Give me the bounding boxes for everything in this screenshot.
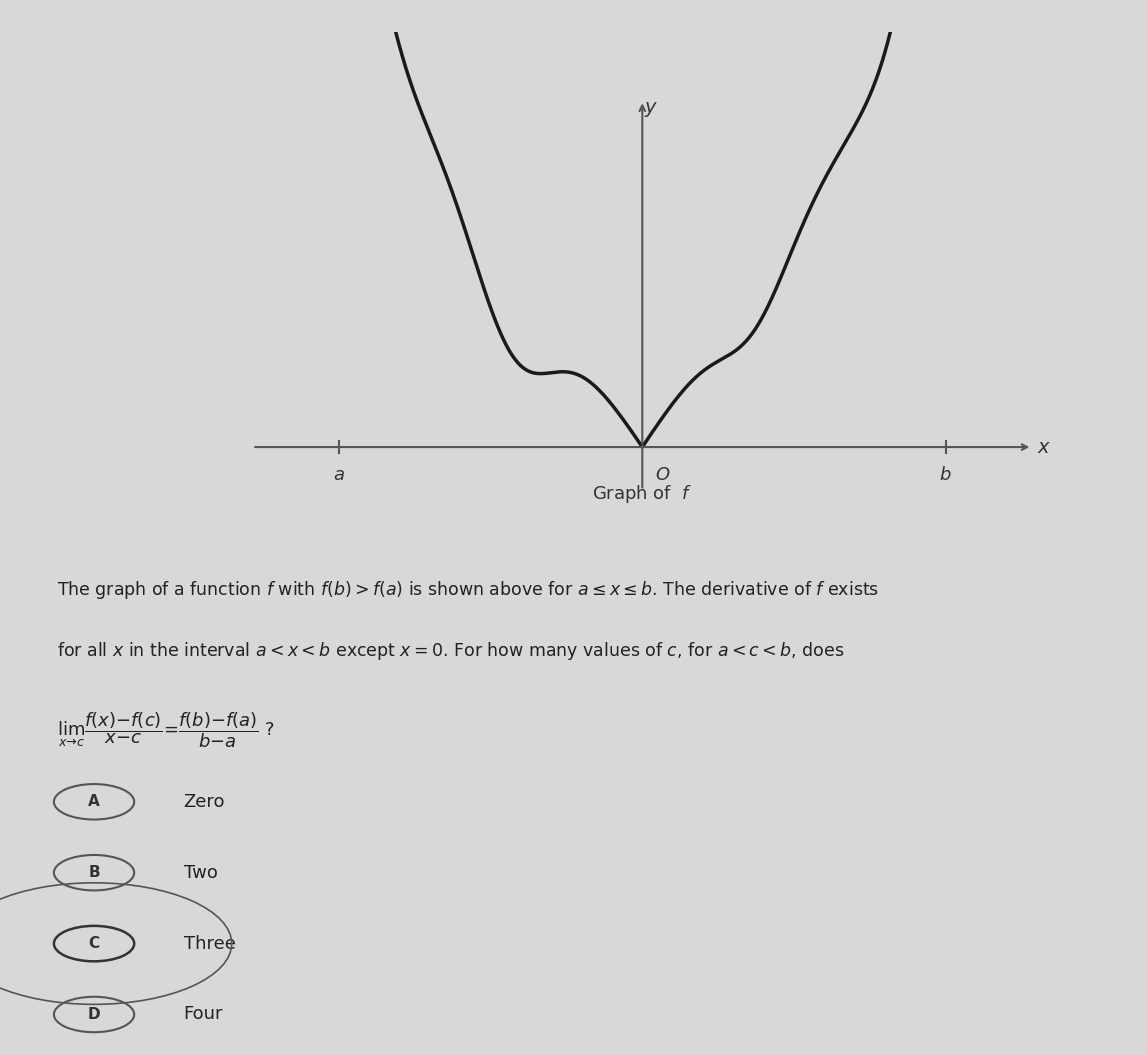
Text: Four: Four: [184, 1005, 223, 1023]
Text: D: D: [87, 1006, 101, 1022]
Text: $y$: $y$: [643, 100, 658, 119]
Text: Two: Two: [184, 864, 218, 882]
Text: The graph of a function $f$ with $f(b) > f(a)$ is shown above for $a \leq x \leq: The graph of a function $f$ with $f(b) >…: [57, 579, 880, 601]
Text: A: A: [88, 794, 100, 809]
Text: $a$: $a$: [333, 466, 345, 484]
Text: for all $x$ in the interval $a < x < b$ except $x = 0$. For how many values of $: for all $x$ in the interval $a < x < b$ …: [57, 639, 845, 661]
Text: $\lim_{x \to c} \dfrac{f(x)-f(c)}{x-c} = \dfrac{f(b)-f(a)}{b-a}$ ?: $\lim_{x \to c} \dfrac{f(x)-f(c)}{x-c} =…: [57, 711, 275, 750]
Text: C: C: [88, 936, 100, 952]
Text: Three: Three: [184, 935, 235, 953]
Text: B: B: [88, 865, 100, 880]
Text: Zero: Zero: [184, 792, 225, 811]
Text: $x$: $x$: [1037, 438, 1051, 457]
Text: Graph of  $f$: Graph of $f$: [592, 483, 693, 505]
Text: $b$: $b$: [939, 466, 952, 484]
Text: $O$: $O$: [655, 466, 671, 484]
